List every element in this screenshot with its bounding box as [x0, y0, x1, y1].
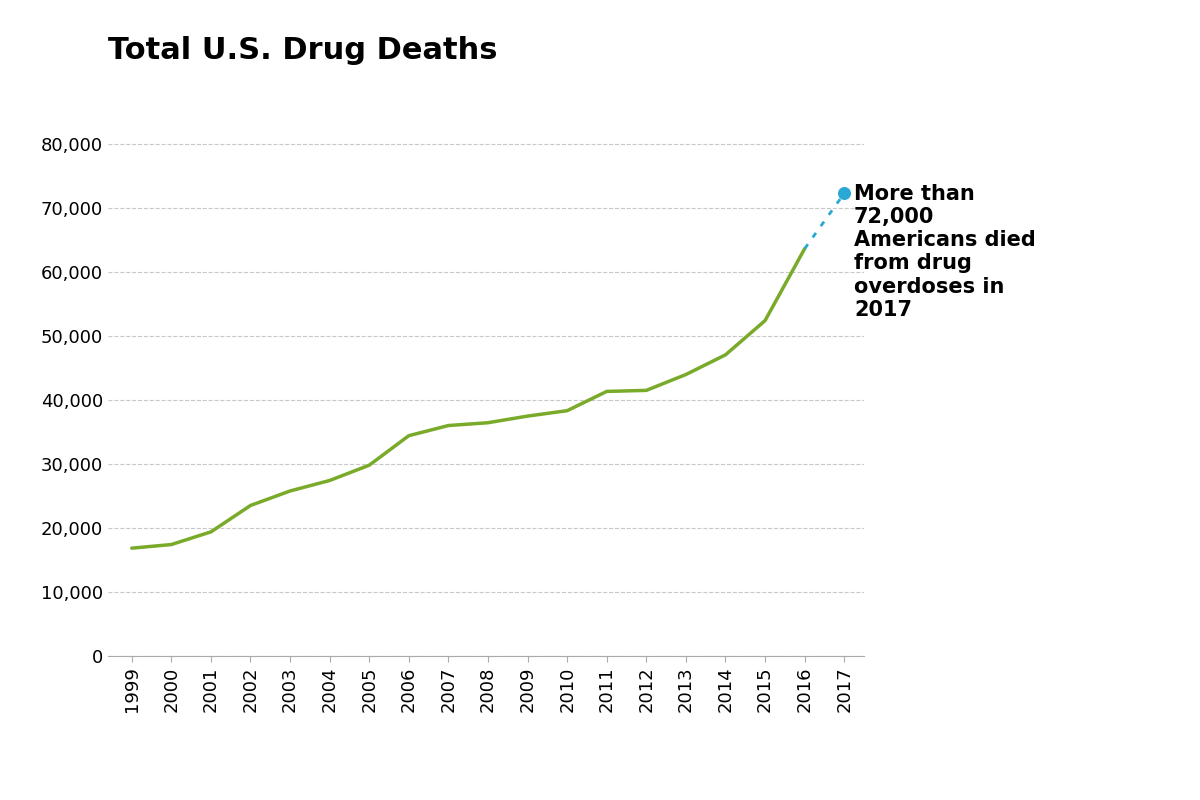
- Point: [835, 187, 854, 200]
- Text: Total U.S. Drug Deaths: Total U.S. Drug Deaths: [108, 36, 498, 65]
- Text: More than
72,000
Americans died
from drug
overdoses in
2017: More than 72,000 Americans died from dru…: [854, 184, 1036, 320]
